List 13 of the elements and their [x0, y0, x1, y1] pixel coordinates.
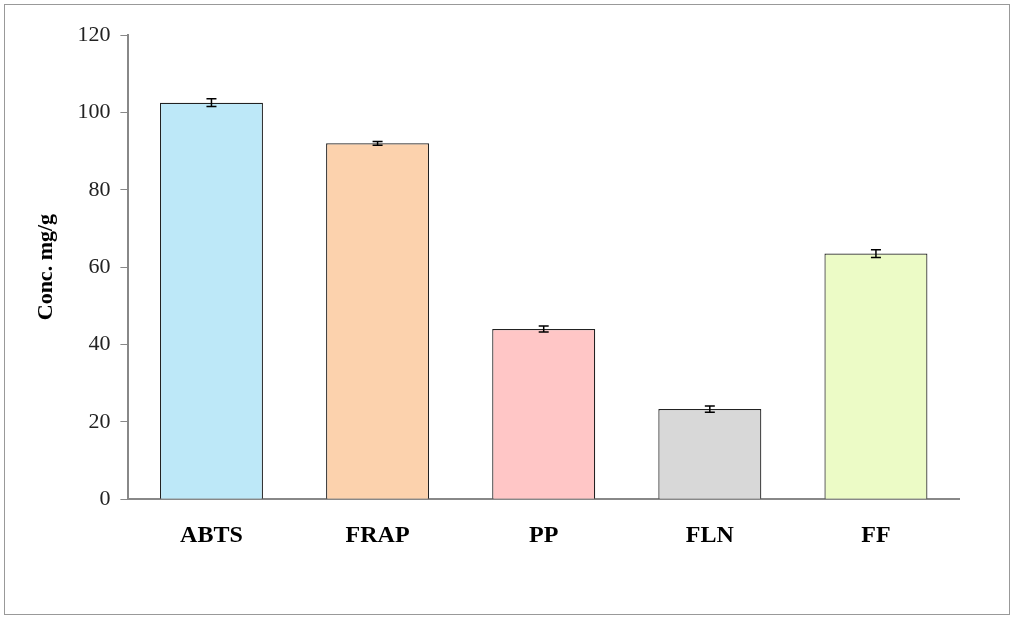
y-tick-label: 0	[99, 484, 111, 510]
x-tick-label: ABTS	[180, 520, 243, 547]
y-tick-label: 60	[88, 252, 111, 278]
y-tick-label: 100	[77, 98, 111, 124]
y-tick-label: 40	[88, 330, 111, 356]
x-tick-label: PP	[529, 520, 559, 547]
y-tick-label: 80	[88, 175, 111, 201]
x-tick-label: FLN	[685, 520, 735, 547]
y-tick-label: 20	[88, 407, 111, 433]
y-tick-label: 120	[77, 20, 111, 46]
x-tick-label: FF	[861, 520, 891, 547]
x-tick-label: FRAP	[345, 520, 410, 547]
y-axis-title: Conc. mg/g	[31, 213, 57, 321]
